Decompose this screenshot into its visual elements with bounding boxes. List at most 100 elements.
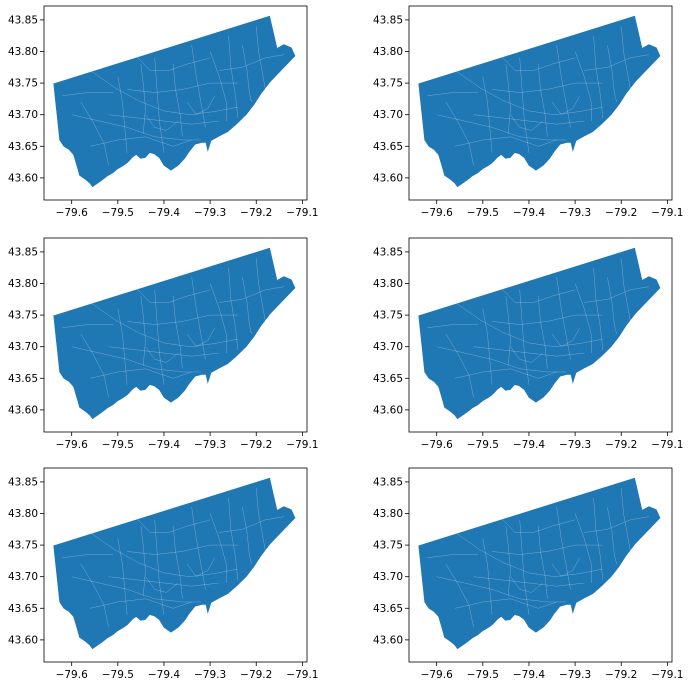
map-panel-3: −79.6 −79.5 −79.4 −79.3 −79.2 −79.1 43.60 43.65… [8,237,318,451]
y-tick-label: 43.60 [373,404,403,416]
neighbourhood-boundary [436,346,566,373]
neighbourhood-boundary [607,277,617,335]
neighbourhood-boundary [242,45,252,103]
neighbourhood-boundary [145,576,178,593]
neighbourhood-boundary [492,82,603,93]
neighbourhood-boundary [140,526,146,596]
x-tick-label: −79.2 [605,439,637,451]
neighbourhood-boundary [209,513,227,584]
neighbourhood-boundary [80,563,109,628]
neighbourhood-boundary [90,532,238,577]
neighbourhood-boundary [519,57,530,153]
axes-frame [408,237,673,433]
y-tick-label: 43.75 [8,310,38,322]
neighbourhood-boundary [492,544,603,555]
neighbourhood-boundary [505,296,511,366]
neighbourhood-boundary [186,95,215,115]
neighbourhood-boundary [219,54,284,71]
x-tick-label: −79.3 [559,439,591,451]
map-panel-2: −79.6 −79.5 −79.4 −79.3 −79.2 −79.1 43.60 43.65… [373,5,683,219]
city-fill [418,15,661,188]
city-fill [53,247,296,420]
neighbourhood-boundary [621,488,631,552]
y-tick-label: 43.65 [373,141,403,153]
neighbourhood-boundary [117,76,128,153]
y-tick-label: 43.85 [373,476,403,488]
x-tick-label: −79.1 [651,439,683,451]
axes-frame [43,237,308,433]
neighbourhood-boundary [505,64,511,134]
neighbourhood-boundary [492,314,603,325]
neighbourhood-boundary [519,519,530,615]
x-tick-label: −79.1 [286,669,318,681]
toronto-map-5 [53,477,296,650]
y-tick-label: 43.60 [373,634,403,646]
neighbourhood-boundary [593,497,603,580]
y-tick-label: 43.80 [8,508,38,520]
neighbourhood-boundary [445,333,474,398]
neighbourhood-boundary [108,576,220,587]
neighbourhood-boundary [505,526,511,596]
x-tick-label: −79.4 [513,669,545,681]
neighbourhood-boundary [228,35,238,118]
x-tick-label: −79.4 [148,207,180,219]
toronto-map-3 [53,247,296,420]
x-tick-label: −79.6 [56,439,88,451]
y-tick-label: 43.75 [373,78,403,90]
neighbourhood-boundary [510,346,543,363]
neighbourhood-boundary [519,289,530,385]
axes-2: −79.6 −79.5 −79.4 −79.3 −79.2 −79.1 43.60 43.65… [373,5,683,219]
neighbourhood-boundary [173,64,183,137]
neighbourhood-boundary [154,519,165,615]
x-tick-label: −79.6 [56,669,88,681]
y-tick-label: 43.70 [373,571,403,583]
x-tick-label: −79.3 [194,207,226,219]
neighbourhood-boundary [186,327,215,347]
neighbourhood-boundary [62,554,114,558]
neighbourhood-boundary [584,54,649,71]
y-tick-label: 43.65 [373,373,403,385]
neighbourhood-boundary [127,544,238,555]
neighbourhood-boundary [131,513,211,533]
neighbourhood-boundary [455,598,557,609]
neighbourhood-boundary [445,101,474,166]
x-tick-label: −79.6 [56,207,88,219]
axes-3: −79.6 −79.5 −79.4 −79.3 −79.2 −79.1 43.60 43.65… [8,237,318,451]
neighbourhood-boundary [71,576,201,603]
neighbourhood-boundary [538,64,548,137]
x-tick-label: −79.2 [605,669,637,681]
x-tick-label: −79.4 [148,439,180,451]
city-fill [53,477,296,650]
x-tick-label: −79.5 [467,207,499,219]
city-fill [53,15,296,188]
axes-4: −79.6 −79.5 −79.4 −79.3 −79.2 −79.1 43.60 43.65… [373,237,683,451]
y-tick-label: 43.60 [373,172,403,184]
neighbourhood-boundary [574,51,592,122]
neighbourhood-boundary [140,296,146,366]
y-tick-label: 43.60 [8,172,38,184]
neighbourhood-boundary [551,327,580,347]
y-tick-label: 43.75 [373,310,403,322]
y-tick-label: 43.80 [373,46,403,58]
neighbourhood-boundary [242,277,252,335]
y-tick-label: 43.60 [8,404,38,416]
x-tick-label: −79.2 [240,207,272,219]
x-tick-label: −79.5 [102,669,134,681]
y-tick-label: 43.85 [373,14,403,26]
neighbourhood-boundary [108,114,220,125]
y-tick-label: 43.80 [8,278,38,290]
neighbourhood-boundary [90,368,192,379]
neighbourhood-boundary [117,308,128,385]
neighbourhood-boundary [256,488,266,552]
x-tick-label: −79.1 [651,207,683,219]
y-tick-label: 43.70 [8,571,38,583]
neighbourhood-boundary [209,51,227,122]
neighbourhood-boundary [436,576,566,603]
map-panel-5: −79.6 −79.5 −79.4 −79.3 −79.2 −79.1 43.60 43.65… [8,467,318,681]
x-tick-label: −79.6 [421,439,453,451]
axes-5: −79.6 −79.5 −79.4 −79.3 −79.2 −79.1 43.60 43.65… [8,467,318,681]
neighbourhood-boundary [173,526,183,599]
city-fill [418,477,661,650]
neighbourhood-boundary [496,51,576,71]
